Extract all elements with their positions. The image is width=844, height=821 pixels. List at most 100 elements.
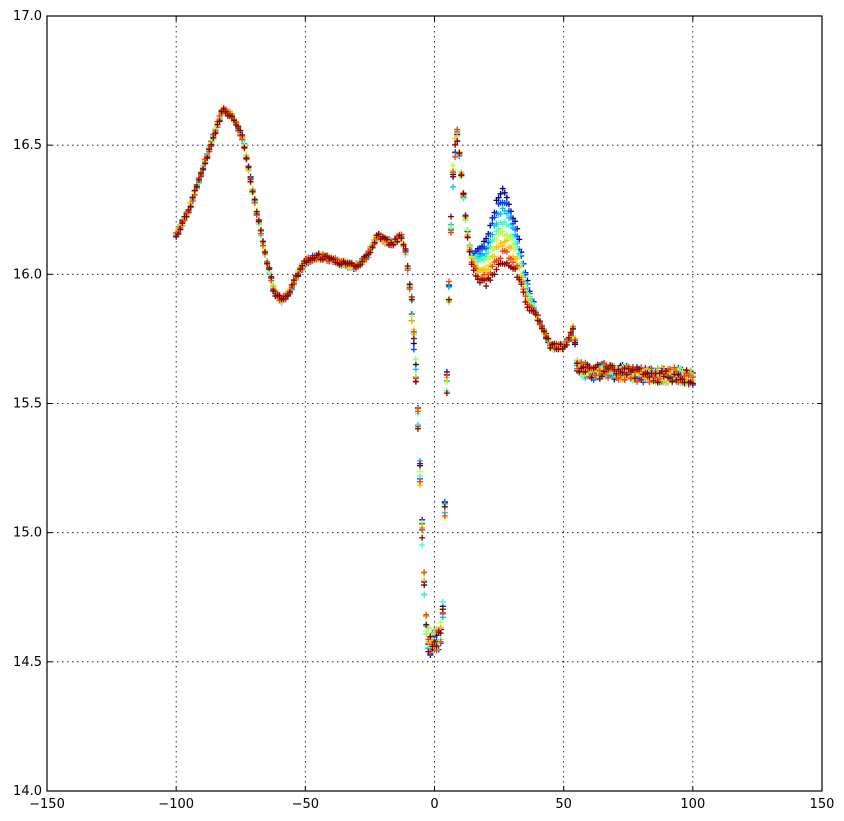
data-point bbox=[576, 368, 583, 375]
data-point bbox=[185, 206, 192, 213]
data-point bbox=[510, 259, 517, 266]
data-point bbox=[270, 288, 277, 295]
data-point bbox=[551, 340, 558, 347]
data-point bbox=[375, 231, 382, 238]
data-point bbox=[609, 362, 616, 369]
data-point bbox=[441, 503, 448, 510]
data-point bbox=[499, 185, 506, 192]
data-point bbox=[439, 598, 446, 605]
data-point bbox=[481, 271, 488, 278]
data-point bbox=[598, 373, 605, 380]
data-point bbox=[669, 378, 676, 385]
data-point bbox=[445, 284, 452, 291]
data-point bbox=[491, 271, 498, 278]
data-point bbox=[412, 378, 419, 385]
data-point bbox=[406, 281, 413, 288]
data-point bbox=[454, 138, 461, 145]
x-tick-label: −100 bbox=[158, 797, 194, 812]
data-point bbox=[255, 218, 262, 225]
x-tick-label: −150 bbox=[29, 797, 65, 812]
x-tick-label: −50 bbox=[292, 797, 319, 812]
data-point bbox=[667, 375, 674, 382]
data-point bbox=[421, 581, 428, 588]
data-point bbox=[681, 373, 688, 380]
data-point bbox=[251, 196, 258, 203]
data-point bbox=[662, 368, 669, 375]
data-point bbox=[249, 188, 256, 195]
data-point bbox=[200, 166, 207, 173]
data-point bbox=[284, 292, 291, 299]
data-point bbox=[541, 328, 548, 335]
data-point bbox=[183, 213, 190, 220]
data-point bbox=[417, 478, 424, 485]
data-point bbox=[503, 248, 510, 255]
data-point bbox=[507, 244, 514, 251]
data-point bbox=[216, 118, 223, 125]
data-point bbox=[636, 365, 643, 372]
data-point bbox=[483, 235, 490, 242]
data-point bbox=[485, 249, 492, 256]
data-point bbox=[197, 170, 204, 177]
data-point bbox=[253, 208, 260, 215]
data-point bbox=[675, 371, 682, 378]
data-point bbox=[512, 231, 519, 238]
data-point bbox=[456, 149, 463, 156]
data-point bbox=[437, 630, 444, 637]
data-point bbox=[545, 335, 552, 342]
data-point bbox=[600, 360, 607, 367]
grid-lines bbox=[47, 16, 822, 791]
data-point bbox=[646, 374, 653, 381]
data-point bbox=[483, 283, 490, 290]
data-point bbox=[505, 222, 512, 229]
y-tick-label: 16.5 bbox=[13, 138, 42, 153]
data-point bbox=[319, 256, 326, 263]
data-point bbox=[257, 227, 264, 234]
data-point bbox=[574, 360, 581, 367]
data-point bbox=[481, 256, 488, 263]
data-point bbox=[235, 123, 242, 130]
data-point bbox=[404, 263, 411, 270]
data-point bbox=[497, 210, 504, 217]
data-point bbox=[503, 194, 510, 201]
data-point bbox=[495, 243, 502, 250]
data-point bbox=[179, 220, 186, 227]
data-point bbox=[204, 155, 211, 162]
data-point bbox=[410, 335, 417, 342]
data-point bbox=[423, 621, 430, 628]
data-point bbox=[503, 237, 510, 244]
data-point bbox=[629, 367, 636, 374]
data-point bbox=[489, 231, 496, 238]
data-point bbox=[656, 375, 663, 382]
y-tick-label: 14.0 bbox=[13, 784, 42, 799]
x-tick-labels: −150 −100 −50 0 50 100 150 bbox=[29, 797, 834, 812]
data-point bbox=[441, 512, 448, 519]
x-tick-label: 100 bbox=[680, 797, 705, 812]
data-point bbox=[497, 190, 504, 197]
data-point bbox=[689, 380, 696, 387]
data-point bbox=[600, 368, 607, 375]
data-point bbox=[567, 329, 574, 336]
data-point bbox=[536, 318, 543, 325]
axis-ticks bbox=[46, 15, 823, 792]
data-point bbox=[266, 264, 273, 271]
data-point bbox=[685, 372, 692, 379]
data-point bbox=[454, 132, 461, 139]
data-point bbox=[419, 527, 426, 534]
data-point bbox=[487, 243, 494, 250]
data-point bbox=[493, 236, 500, 243]
data-points bbox=[173, 104, 696, 658]
data-point bbox=[503, 200, 510, 207]
data-point bbox=[596, 367, 603, 374]
data-point bbox=[582, 368, 589, 375]
data-point bbox=[495, 194, 502, 201]
data-point bbox=[437, 638, 444, 645]
data-point bbox=[532, 311, 539, 318]
data-point bbox=[357, 262, 364, 269]
data-point bbox=[520, 289, 527, 296]
data-point bbox=[522, 298, 529, 305]
data-point bbox=[408, 296, 415, 303]
data-point bbox=[241, 144, 248, 151]
data-point bbox=[396, 232, 403, 239]
y-tick-label: 15.5 bbox=[13, 397, 42, 412]
